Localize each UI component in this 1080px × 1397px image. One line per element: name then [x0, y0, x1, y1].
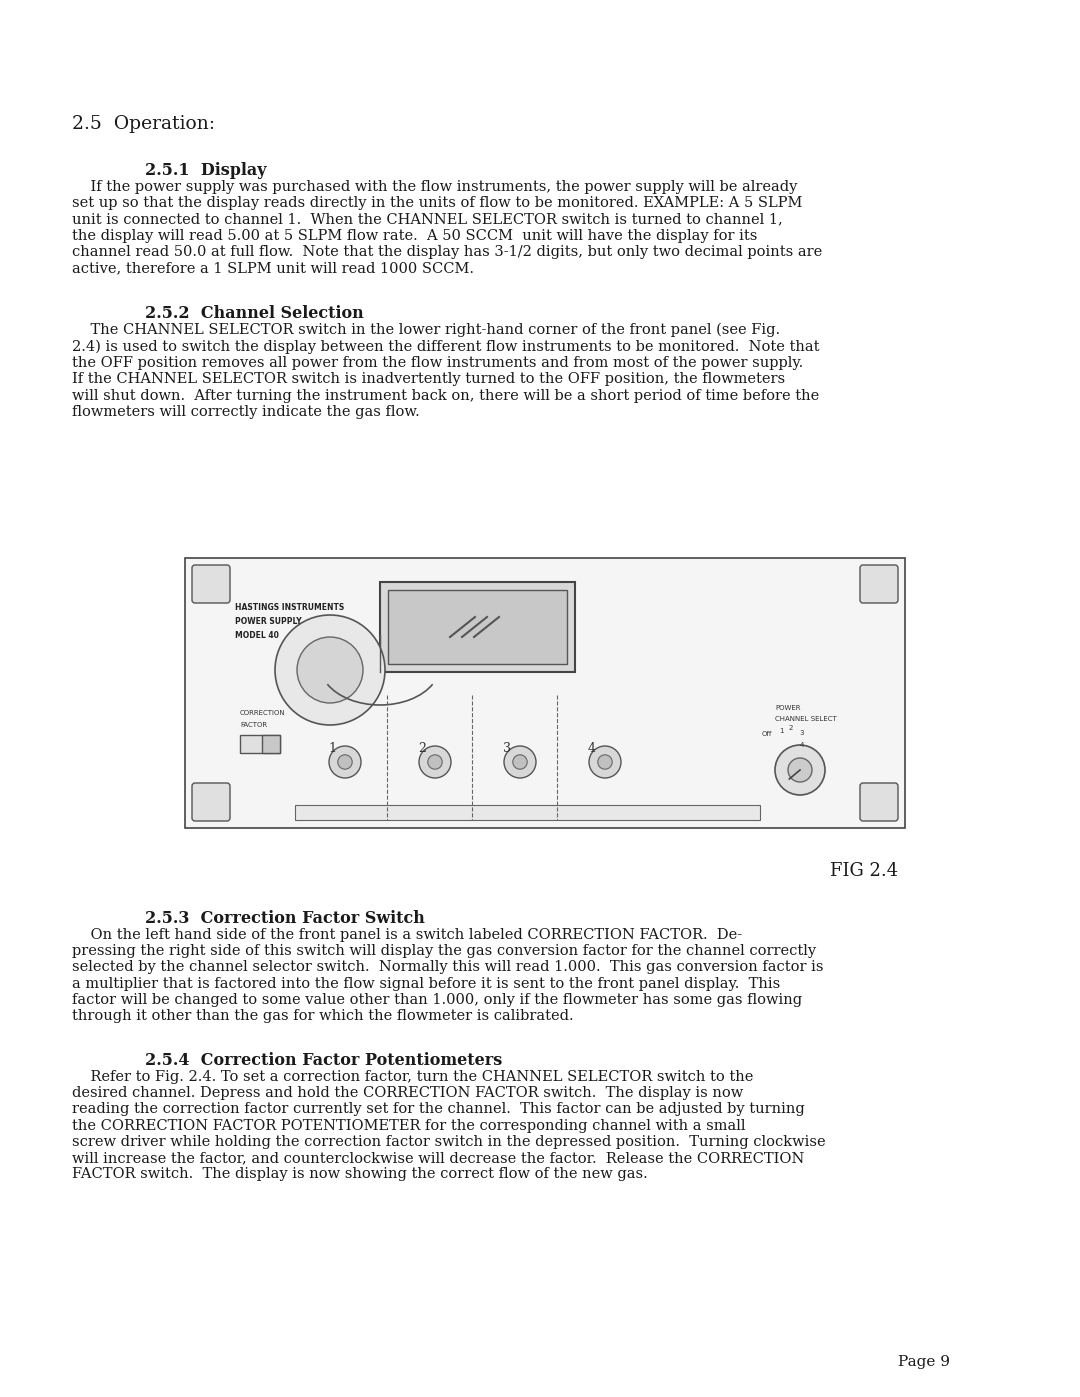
Circle shape	[297, 637, 363, 703]
Circle shape	[419, 746, 451, 778]
Circle shape	[589, 746, 621, 778]
Text: 2: 2	[789, 725, 794, 731]
Text: HASTINGS INSTRUMENTS: HASTINGS INSTRUMENTS	[235, 604, 345, 612]
Text: 2.5.3  Correction Factor Switch: 2.5.3 Correction Factor Switch	[145, 909, 424, 928]
Text: 3: 3	[503, 742, 511, 754]
Text: FACTOR: FACTOR	[240, 722, 267, 728]
Circle shape	[775, 745, 825, 795]
Text: 3: 3	[799, 731, 804, 736]
Circle shape	[338, 754, 352, 770]
Circle shape	[504, 746, 536, 778]
Text: The CHANNEL SELECTOR switch in the lower right-hand corner of the front panel (s: The CHANNEL SELECTOR switch in the lower…	[72, 323, 820, 419]
Text: 2.5.2  Channel Selection: 2.5.2 Channel Selection	[145, 305, 364, 321]
Text: 2.5  Operation:: 2.5 Operation:	[72, 115, 215, 133]
Text: 4: 4	[800, 742, 805, 747]
FancyBboxPatch shape	[860, 564, 897, 604]
Text: 4: 4	[588, 742, 596, 754]
Circle shape	[788, 759, 812, 782]
Bar	[262, 735, 280, 753]
Bar	[295, 805, 760, 820]
Text: 1: 1	[779, 728, 783, 733]
FancyBboxPatch shape	[192, 564, 230, 604]
Text: Page 9: Page 9	[897, 1355, 950, 1369]
Text: MODEL 40: MODEL 40	[235, 631, 279, 640]
Text: FIG 2.4: FIG 2.4	[831, 862, 899, 880]
Circle shape	[513, 754, 527, 770]
Circle shape	[275, 615, 384, 725]
Text: 2.5.4  Correction Factor Potentiometers: 2.5.4 Correction Factor Potentiometers	[145, 1052, 502, 1069]
Text: 2.5.1  Display: 2.5.1 Display	[145, 162, 267, 179]
FancyBboxPatch shape	[192, 782, 230, 821]
Text: POWER SUPPLY: POWER SUPPLY	[235, 617, 301, 626]
Text: 1: 1	[328, 742, 336, 754]
FancyBboxPatch shape	[860, 782, 897, 821]
Text: Off: Off	[762, 731, 772, 738]
Text: If the power supply was purchased with the flow instruments, the power supply wi: If the power supply was purchased with t…	[72, 180, 822, 275]
Text: On the left hand side of the front panel is a switch labeled CORRECTION FACTOR. : On the left hand side of the front panel…	[72, 928, 824, 1023]
Text: CORRECTION: CORRECTION	[240, 710, 285, 717]
Bar	[185, 557, 905, 828]
Bar	[388, 590, 567, 664]
Text: 2: 2	[418, 742, 426, 754]
Text: Refer to Fig. 2.4. To set a correction factor, turn the CHANNEL SELECTOR switch : Refer to Fig. 2.4. To set a correction f…	[72, 1070, 825, 1182]
Circle shape	[598, 754, 612, 770]
Text: CHANNEL SELECT: CHANNEL SELECT	[775, 717, 837, 722]
Circle shape	[428, 754, 442, 770]
Bar	[240, 735, 280, 753]
Bar	[380, 583, 575, 672]
Text: POWER: POWER	[775, 705, 800, 711]
Circle shape	[329, 746, 361, 778]
